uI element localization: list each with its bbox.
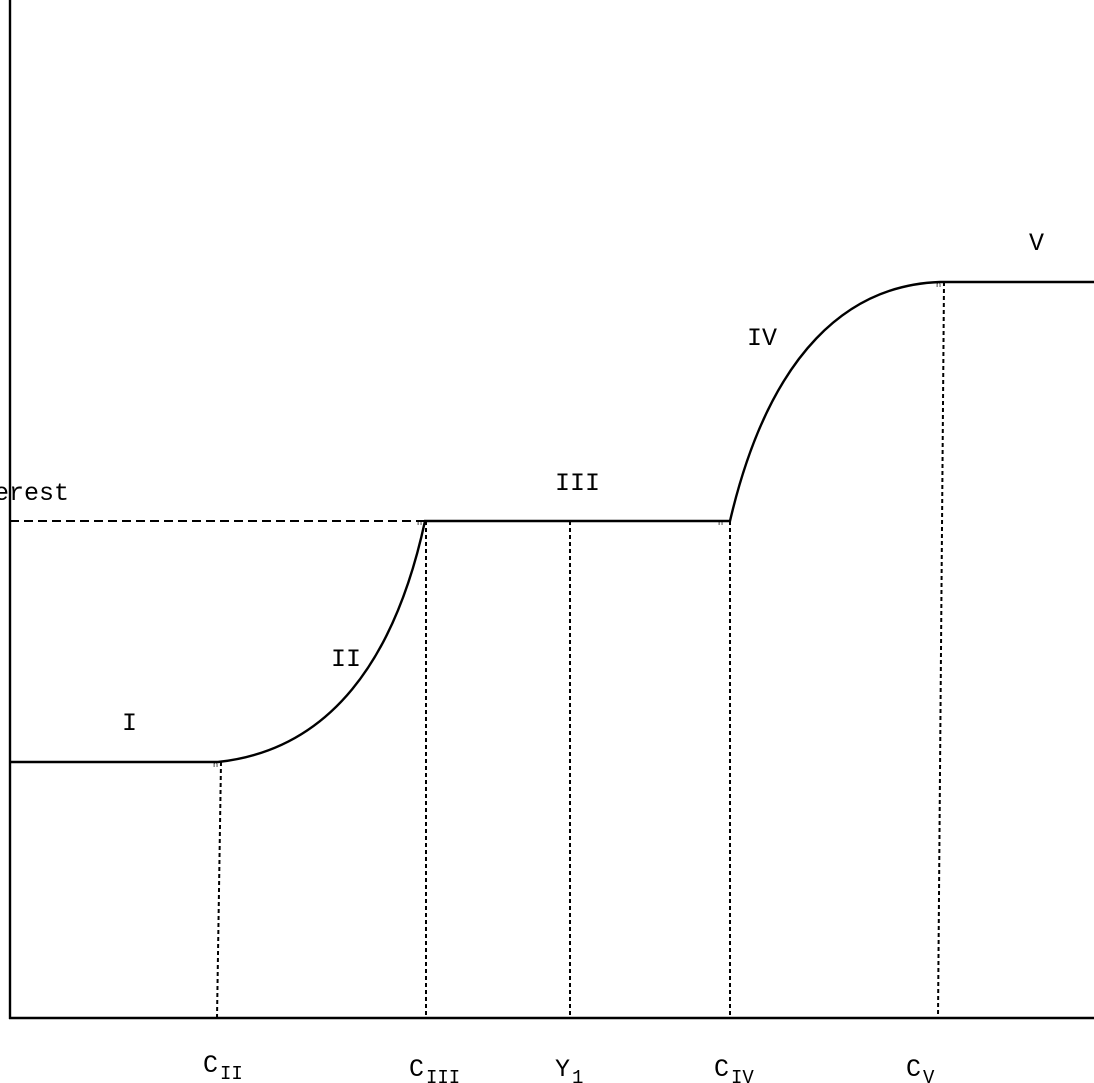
node-mark-4: n [936, 280, 941, 289]
node-mark-3: n [718, 518, 723, 527]
response-curve [10, 280, 1094, 764]
tick-sub: IV [731, 1067, 754, 1083]
region-label-iii: III [555, 469, 600, 498]
tick-main: Y [555, 1055, 570, 1083]
x-tick-label-ciii: C III [409, 1055, 460, 1083]
tick-main: C [714, 1055, 729, 1083]
tick-sub: III [426, 1067, 460, 1083]
node-mark-1: n [213, 760, 218, 769]
x-tick-label-civ: C IV [714, 1055, 754, 1083]
tick-sub: 1 [572, 1067, 583, 1083]
region-label-ii: II [331, 645, 361, 674]
node-mark-2: n [417, 518, 422, 527]
left-axis-label: erest [0, 479, 69, 508]
region-label-i: I [122, 709, 137, 738]
tick-main: C [906, 1055, 921, 1083]
tick-sub: II [220, 1063, 243, 1083]
region-label-v: V [1029, 229, 1044, 258]
x-tick-label-cii: C II [203, 1051, 243, 1083]
region-label-iv: IV [747, 324, 777, 353]
x-tick-label-y1: Y 1 [555, 1055, 583, 1083]
tick-main: C [409, 1055, 424, 1083]
tick-sub: V [923, 1067, 935, 1083]
x-tick-label-cv: C V [906, 1055, 935, 1083]
drop-line-cv [937, 281, 945, 1019]
drop-line-cii [216, 761, 222, 1019]
tick-main: C [203, 1051, 218, 1080]
